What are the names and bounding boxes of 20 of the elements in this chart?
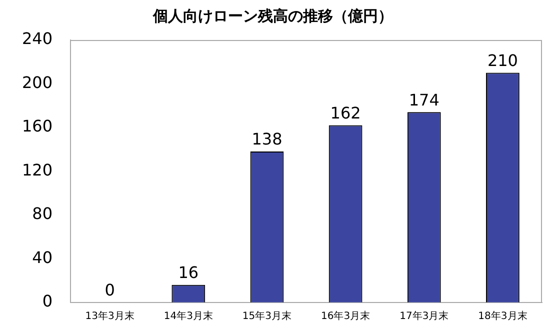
data-label: 16 bbox=[178, 263, 199, 282]
data-label: 210 bbox=[487, 50, 518, 70]
y-tick-label: 80 bbox=[32, 204, 53, 224]
data-label: 138 bbox=[252, 130, 282, 149]
y-tick-label: 160 bbox=[22, 116, 53, 136]
x-tick-label: 13年3月末 bbox=[85, 310, 134, 322]
x-tick-label: 17年3月末 bbox=[400, 310, 449, 322]
x-tick-label: 14年3月末 bbox=[164, 310, 213, 322]
x-tick-label: 15年3月末 bbox=[242, 310, 292, 322]
chart-title: 個人向けローン残高の推移（億円） bbox=[152, 6, 393, 25]
y-tick-label: 200 bbox=[22, 72, 53, 92]
x-tick-label: 18年3月末 bbox=[478, 310, 528, 322]
y-tick-label: 40 bbox=[32, 248, 53, 267]
y-tick-label: 120 bbox=[22, 160, 53, 180]
y-tick-label: 240 bbox=[22, 29, 53, 48]
data-label: 174 bbox=[408, 90, 440, 110]
data-label: 162 bbox=[330, 103, 361, 122]
y-tick-label: 0 bbox=[42, 292, 53, 311]
x-tick-label: 16年3月末 bbox=[321, 310, 370, 322]
data-label: 0 bbox=[104, 280, 115, 300]
